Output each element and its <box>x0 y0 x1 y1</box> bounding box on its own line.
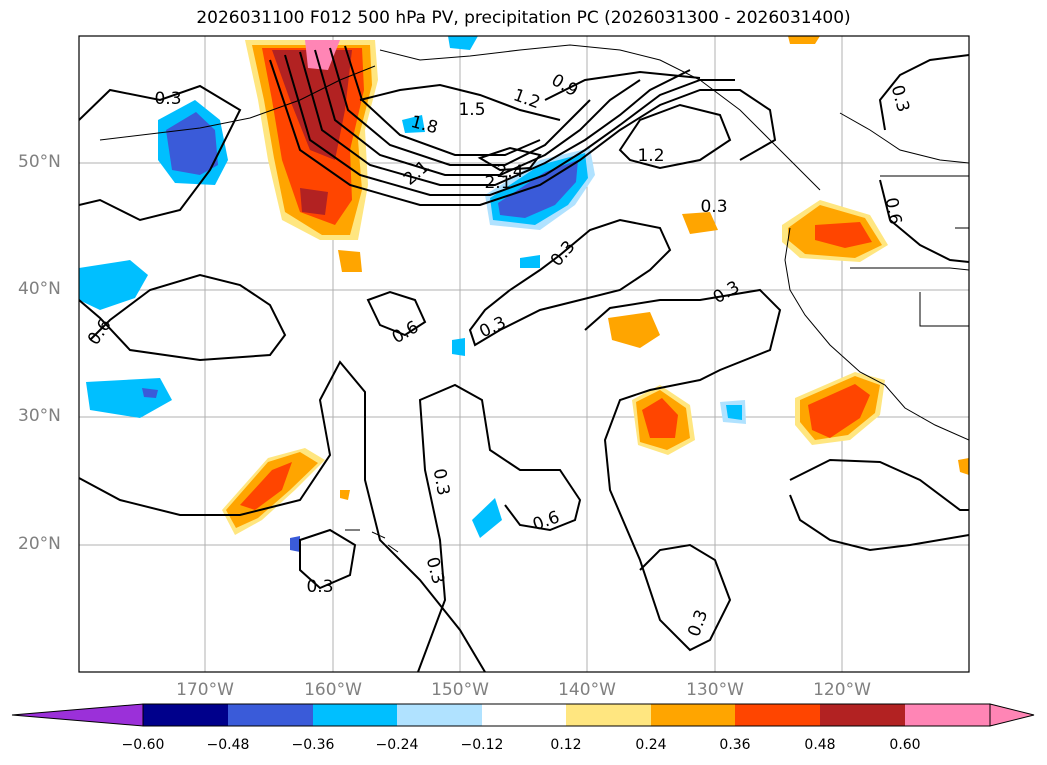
colorbar-tick-label: −0.60 <box>121 737 165 753</box>
colorbar-swatch <box>651 704 735 726</box>
contour-label: 0.6 <box>881 196 905 226</box>
contour-label: 0.3 <box>429 467 453 497</box>
colorbar-tick-label: 0.48 <box>804 737 836 753</box>
colorbar-tick-label: −0.12 <box>460 737 504 753</box>
colorbar-swatch <box>228 704 313 726</box>
colorbar-extend-high <box>989 703 1035 727</box>
lat-tick-label: 30°N <box>18 406 61 426</box>
contour-label: 0.3 <box>306 577 333 597</box>
colorbar-swatch <box>905 704 990 726</box>
colorbar-swatch <box>482 704 566 726</box>
map-frame <box>78 35 970 673</box>
lon-tick-label: 170°W <box>176 680 234 700</box>
contour-label: 1.5 <box>458 100 485 120</box>
colorbar-frame <box>142 703 991 727</box>
colorbar-swatch <box>735 704 820 726</box>
lon-tick-label: 140°W <box>558 680 616 700</box>
map-background <box>79 36 969 672</box>
colorbar-tick-label: −0.36 <box>291 737 335 753</box>
contour-label: 2.1 <box>484 173 511 193</box>
map-title: 2026031100 F012 500 hPa PV, precipitatio… <box>196 8 851 28</box>
coastlines <box>99 44 969 553</box>
colorbar-swatch <box>143 704 228 726</box>
contour-label: 1.2 <box>637 146 664 166</box>
lon-tick-label: 120°W <box>813 680 871 700</box>
colorbar-swatch <box>820 704 905 726</box>
lon-tick-label: 160°W <box>304 680 362 700</box>
colorbar-tick-label: 0.24 <box>635 737 667 753</box>
colorbar-tick-label: 0.12 <box>550 737 582 753</box>
colorbar-swatch <box>313 704 397 726</box>
pv-contours <box>79 45 969 672</box>
lat-tick-label: 40°N <box>18 279 61 299</box>
lon-tick-label: 130°W <box>686 680 744 700</box>
contour-label: 2.4 <box>496 162 523 182</box>
colorbar-tick-label: −0.24 <box>375 737 419 753</box>
colorbar-tick-label: 0.60 <box>889 737 921 753</box>
contour-label: 0.3 <box>154 89 181 109</box>
lat-tick-label: 20°N <box>18 534 61 554</box>
colorbar-swatch <box>566 704 651 726</box>
contour-label: 0.3 <box>700 197 727 217</box>
colorbar-tick-label: 0.36 <box>719 737 751 753</box>
lat-tick-label: 50°N <box>18 152 61 172</box>
colorbar-extend-low <box>11 703 144 727</box>
colorbar-swatch <box>397 704 482 726</box>
lon-tick-label: 150°W <box>431 680 489 700</box>
colorbar-tick-label: −0.48 <box>206 737 250 753</box>
colorbar <box>11 703 1035 727</box>
